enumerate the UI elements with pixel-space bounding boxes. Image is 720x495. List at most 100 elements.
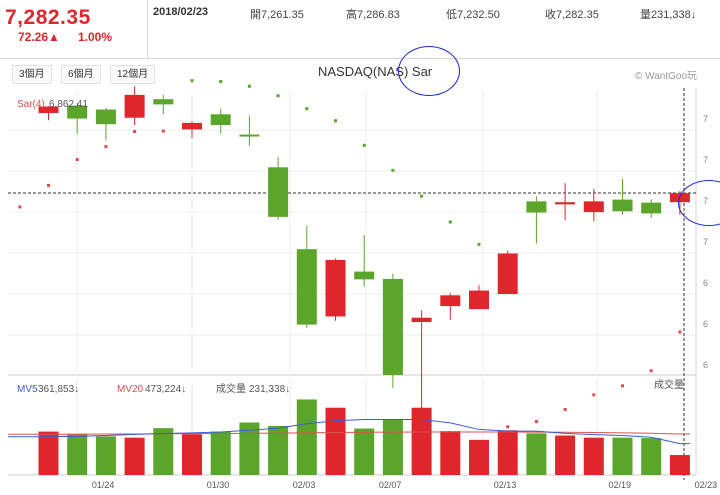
tab-6-months[interactable]: 6個月 bbox=[61, 65, 101, 84]
candle-body bbox=[411, 317, 432, 323]
candle-body bbox=[497, 253, 518, 295]
y-tick-label: 6 bbox=[703, 278, 708, 288]
close-price: 收7,282.35 bbox=[545, 9, 599, 21]
price-change: 72.26▲ bbox=[18, 30, 60, 44]
candle-body bbox=[526, 201, 547, 213]
volume-bar bbox=[526, 433, 547, 475]
volume-bar bbox=[382, 419, 403, 475]
y-tick-label: 7 bbox=[703, 114, 708, 124]
volume-bar bbox=[497, 430, 518, 475]
sar-point bbox=[190, 79, 194, 83]
candle-body bbox=[67, 105, 88, 119]
sar-point bbox=[592, 393, 596, 397]
volume-bar bbox=[555, 435, 576, 475]
sar-point bbox=[420, 194, 424, 198]
volume-bar bbox=[612, 437, 633, 475]
volume-bar bbox=[95, 436, 116, 475]
candle-body bbox=[239, 134, 260, 137]
sar-value: 6,862.41 bbox=[49, 99, 88, 110]
quote-date: 2018/02/23 bbox=[153, 6, 209, 18]
sar-point bbox=[161, 129, 165, 133]
sar-point bbox=[391, 168, 395, 172]
candle-body bbox=[268, 167, 289, 217]
sar-point bbox=[104, 145, 108, 149]
candle-series bbox=[38, 86, 690, 411]
candle-body bbox=[382, 278, 403, 376]
sar-point bbox=[649, 369, 653, 373]
volume-bar bbox=[641, 438, 662, 475]
sar-point bbox=[678, 330, 682, 334]
volume-bar bbox=[411, 407, 432, 475]
x-tick-label: 01/30 bbox=[207, 480, 230, 490]
sar-point bbox=[305, 107, 309, 111]
sar-point bbox=[75, 158, 79, 162]
last-price: 7,282.35 bbox=[5, 6, 91, 29]
x-tick-label: 02/07 bbox=[379, 480, 402, 490]
volume-bar bbox=[268, 425, 289, 475]
sar-point bbox=[621, 384, 624, 388]
open-price: 開7,261.35 bbox=[250, 9, 304, 21]
volume-bar bbox=[669, 455, 690, 475]
candle-body bbox=[296, 249, 317, 325]
volume-bar bbox=[124, 437, 145, 475]
sar-point bbox=[448, 220, 452, 224]
candle-body bbox=[555, 202, 576, 205]
sar-point bbox=[276, 94, 280, 98]
volume-bar bbox=[354, 428, 375, 475]
quote-header: 7,282.35 72.26▲ 1.00% 2018/02/23 開7,261.… bbox=[0, 0, 720, 59]
mv5-label: MV5 bbox=[17, 384, 38, 395]
candle-body bbox=[325, 259, 346, 317]
header-divider bbox=[147, 0, 148, 58]
sar-point bbox=[47, 183, 50, 187]
low-price: 低7,232.50 bbox=[446, 9, 500, 21]
x-tick-label: 02/19 bbox=[609, 480, 632, 490]
sar-label: Sar(4) bbox=[17, 99, 45, 110]
volume-bar bbox=[469, 439, 489, 475]
volume-bar bbox=[153, 428, 174, 475]
sar-point bbox=[477, 242, 481, 246]
sar-point bbox=[334, 119, 337, 123]
volume-bar bbox=[38, 431, 59, 475]
y-tick-label: 7 bbox=[703, 237, 708, 247]
candle-body bbox=[354, 271, 375, 280]
high-price: 高7,286.83 bbox=[346, 9, 400, 21]
volume-value: 231,338↓ bbox=[249, 384, 290, 395]
grid-lines bbox=[8, 88, 697, 476]
volume-total: 量231,338↓ bbox=[640, 9, 697, 21]
sar-point bbox=[563, 408, 567, 412]
sar-point bbox=[534, 420, 538, 424]
sar-point bbox=[133, 130, 137, 134]
candle-body bbox=[440, 295, 461, 307]
candle-body bbox=[95, 109, 116, 125]
volume-bar bbox=[325, 407, 346, 475]
candle-body bbox=[612, 199, 633, 212]
sar-series bbox=[18, 79, 682, 429]
y-tick-label: 6 bbox=[703, 319, 708, 329]
sar-point bbox=[247, 84, 251, 88]
candle-body bbox=[469, 290, 489, 310]
candle-body bbox=[38, 106, 59, 113]
x-tick-label: 02/03 bbox=[293, 480, 316, 490]
tab-3-months[interactable]: 3個月 bbox=[12, 65, 52, 84]
watermark: © WantGoo玩 bbox=[635, 71, 698, 82]
annotation-circle-title bbox=[398, 46, 460, 96]
volume-bar bbox=[296, 399, 317, 475]
candle-body bbox=[210, 114, 231, 126]
tab-12-months[interactable]: 12個月 bbox=[110, 65, 156, 84]
x-tick-label: 02/23 bbox=[695, 480, 718, 490]
x-axis-ticks: 01/24 01/30 02/03 02/07 02/13 02/19 02/23 bbox=[92, 480, 717, 490]
mv5-value: 361,853↓ bbox=[38, 384, 79, 395]
x-tick-label: 02/13 bbox=[494, 480, 517, 490]
sar-point bbox=[506, 425, 510, 429]
y-tick-label: 7 bbox=[703, 155, 708, 165]
candle-body bbox=[583, 201, 604, 213]
candle-body bbox=[153, 99, 174, 105]
mv5-line bbox=[8, 418, 690, 445]
candle-body bbox=[182, 122, 202, 130]
volume-bar bbox=[210, 431, 231, 475]
volume-bar bbox=[67, 433, 88, 475]
y-tick-label: 6 bbox=[703, 360, 708, 370]
mv20-value: 473,224↓ bbox=[145, 384, 186, 395]
